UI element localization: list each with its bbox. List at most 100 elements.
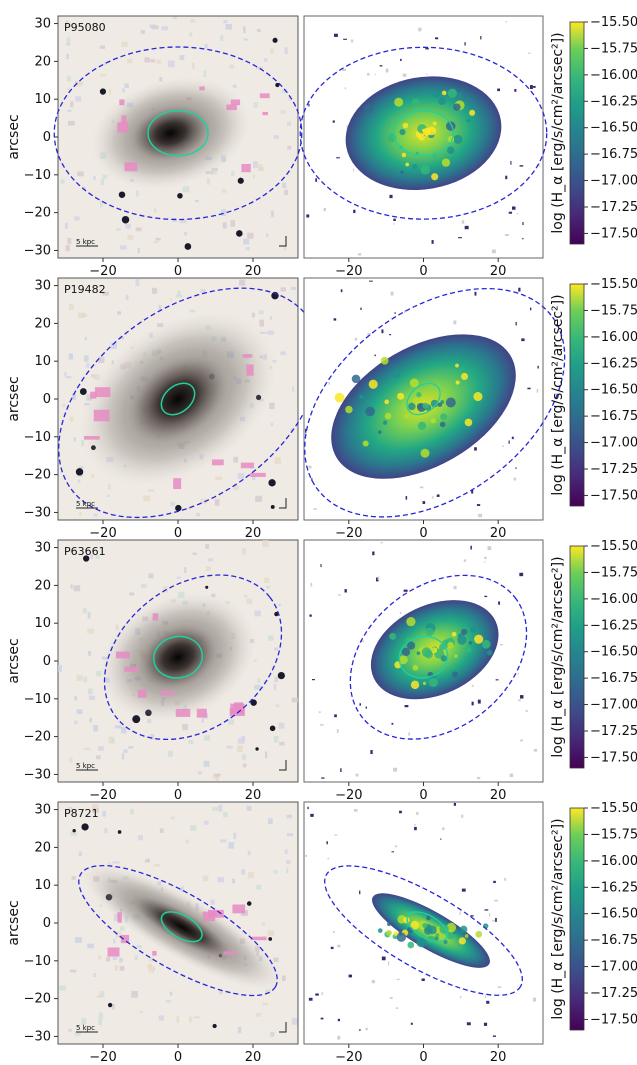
- x-tick-label: −20: [335, 264, 362, 279]
- noise-pixel: [425, 47, 429, 50]
- y-tick-label: 30: [34, 803, 51, 818]
- background-noise: [88, 695, 96, 700]
- colorbar-tick-label: −17.50: [590, 1012, 637, 1027]
- outer-ellipse: [103, 574, 283, 741]
- background-noise: [159, 77, 163, 82]
- outer-ellipse: [349, 574, 528, 740]
- foreground-star: [274, 611, 279, 617]
- tail-mask-patch: [223, 951, 237, 955]
- noise-pixel: [461, 888, 466, 892]
- background-noise: [83, 747, 90, 751]
- hii-region: [416, 392, 422, 398]
- background-noise: [165, 999, 172, 1003]
- background-noise: [66, 37, 71, 44]
- rgb-image-panel: P19482 5 kpc: [57, 277, 321, 521]
- galaxy-id: P19482: [64, 283, 106, 296]
- noise-pixel: [395, 1007, 399, 1009]
- noise-pixel: [509, 773, 514, 777]
- foreground-star: [277, 672, 285, 680]
- inner-ellipse: [152, 635, 204, 679]
- noise-pixel: [426, 73, 428, 75]
- background-noise: [214, 499, 220, 506]
- noise-pixel: [336, 157, 340, 159]
- background-noise: [231, 171, 235, 176]
- noise-pixel: [497, 986, 502, 988]
- hii-region: [441, 158, 451, 167]
- y-tick-label: 10: [34, 354, 51, 369]
- compass-icon: [279, 760, 287, 771]
- background-noise: [170, 501, 175, 506]
- background-noise: [155, 237, 161, 241]
- y-tick-label: −10: [24, 692, 51, 707]
- background-noise: [253, 659, 257, 663]
- background-noise: [86, 363, 90, 368]
- hii-region: [446, 922, 457, 933]
- hii-region: [456, 92, 462, 98]
- noise-pixel: [377, 576, 380, 581]
- noise-pixel: [403, 310, 406, 313]
- colorbar-tick-label: −17.25: [590, 200, 637, 215]
- background-noise: [237, 1026, 242, 1034]
- outer-ellipse: [304, 287, 566, 518]
- tail-mask-patch: [90, 391, 97, 399]
- galaxy-bulge: [125, 891, 238, 962]
- noise-pixel: [321, 992, 324, 995]
- rgb-image-panel: P63661 5 kpc: [57, 539, 299, 783]
- background-noise: [220, 839, 227, 843]
- foreground-star: [177, 193, 183, 199]
- x-tick-label: 0: [174, 788, 182, 803]
- background-noise: [92, 804, 99, 809]
- noise-pixel: [391, 851, 394, 853]
- background-noise: [273, 957, 279, 963]
- background-noise: [241, 736, 246, 742]
- background-noise: [127, 234, 134, 240]
- noise-pixel: [418, 27, 422, 32]
- background-noise: [237, 472, 245, 479]
- tail-mask-patch: [107, 947, 120, 957]
- background-noise: [77, 479, 81, 483]
- hii-region: [455, 363, 459, 368]
- background-noise: [140, 29, 145, 34]
- noise-pixel: [310, 582, 313, 587]
- background-noise: [68, 353, 74, 360]
- noise-pixel: [321, 777, 325, 779]
- background-noise: [151, 287, 158, 294]
- hii-region: [422, 922, 428, 929]
- hii-region: [437, 402, 443, 407]
- noise-pixel: [491, 920, 496, 922]
- hii-region: [386, 921, 392, 927]
- tail-mask-patch: [199, 86, 205, 91]
- hii-region: [418, 134, 425, 141]
- background-noise: [290, 428, 293, 433]
- background-noise: [263, 680, 266, 683]
- noise-pixel: [394, 312, 396, 314]
- background-noise: [156, 59, 162, 64]
- background-noise: [136, 945, 143, 949]
- colorbar-tick-label: −15.75: [590, 565, 637, 580]
- noise-pixel: [476, 504, 481, 506]
- background-noise: [75, 96, 82, 102]
- tail-mask-patch: [208, 910, 217, 918]
- noise-pixel: [365, 706, 368, 709]
- background-noise: [91, 473, 95, 478]
- background-noise: [78, 466, 84, 469]
- noise-pixel: [337, 1018, 341, 1022]
- background-noise: [286, 860, 291, 864]
- hii-region: [334, 392, 345, 403]
- background-noise: [68, 1028, 73, 1032]
- noise-pixel: [495, 679, 499, 681]
- background-noise: [127, 58, 133, 64]
- background-noise: [217, 877, 225, 883]
- background-noise: [73, 436, 76, 442]
- noise-pixel: [515, 467, 517, 469]
- background-noise: [232, 84, 237, 88]
- hii-region: [426, 915, 431, 921]
- background-noise: [274, 457, 281, 465]
- hii-region: [368, 379, 378, 389]
- noise-pixel: [494, 899, 498, 902]
- hii-region: [428, 677, 439, 687]
- background-noise: [98, 356, 105, 363]
- noise-pixel: [403, 589, 408, 592]
- scale-bar-label: 5 kpc: [76, 500, 95, 508]
- hii-region: [486, 650, 493, 656]
